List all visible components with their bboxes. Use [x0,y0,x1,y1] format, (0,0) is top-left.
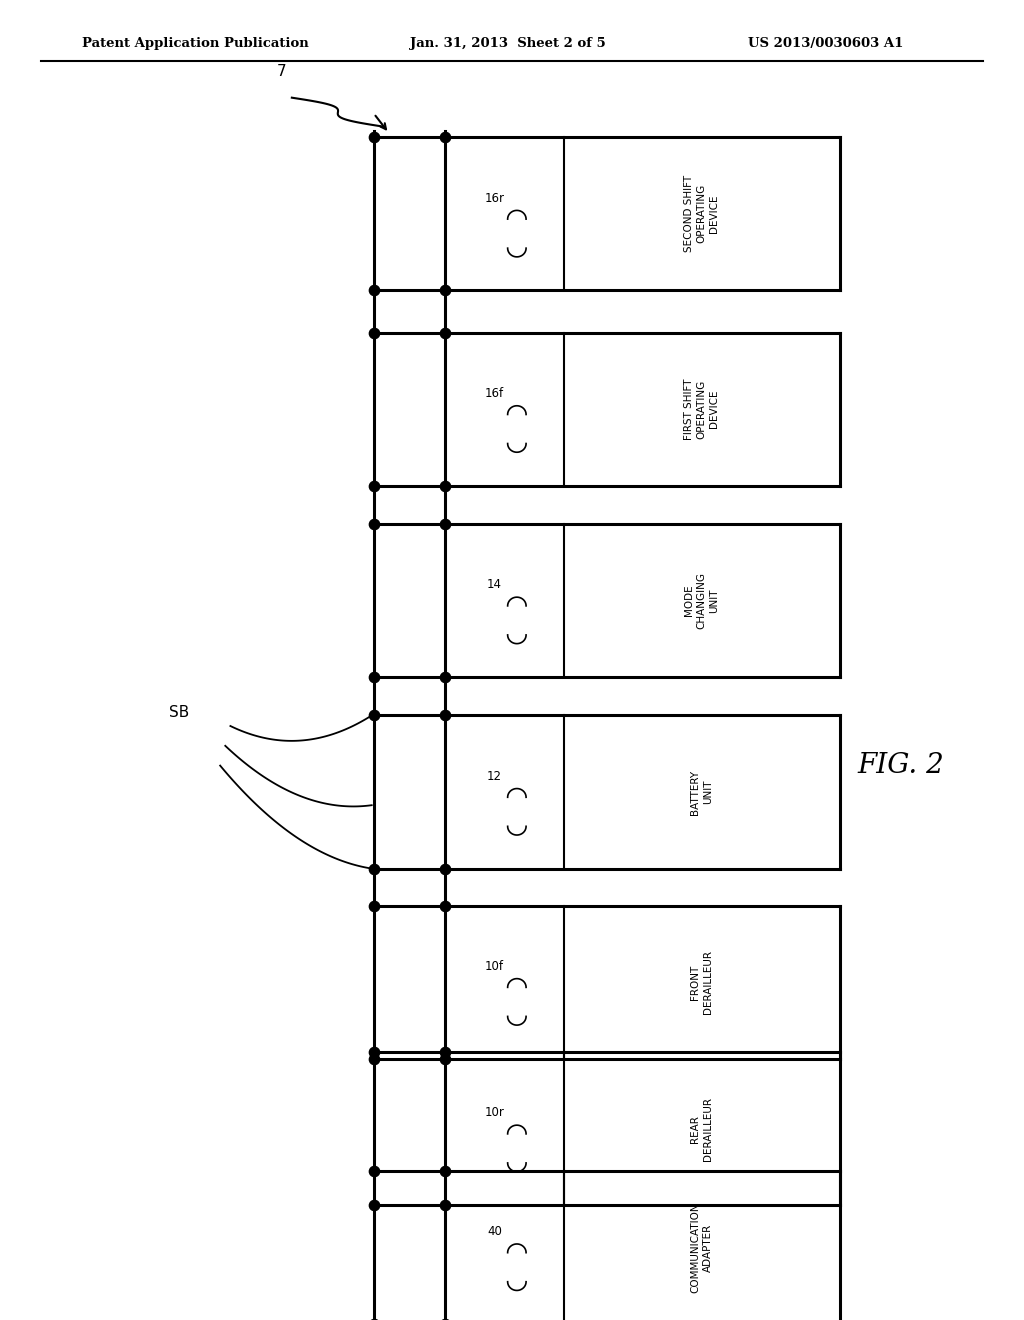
Text: 10r: 10r [484,1106,504,1119]
Point [366,858,382,879]
Point [366,280,382,301]
Text: SB: SB [169,705,189,721]
Text: 16f: 16f [484,387,504,400]
Point [437,895,454,916]
Point [437,1195,454,1216]
Point [366,513,382,535]
Text: MODE
CHANGING
UNIT: MODE CHANGING UNIT [684,572,719,630]
Point [366,1313,382,1320]
Text: 40: 40 [486,1225,502,1238]
Point [366,667,382,688]
Point [366,322,382,343]
Text: US 2013/0030603 A1: US 2013/0030603 A1 [748,37,903,50]
Point [437,280,454,301]
Text: 7: 7 [276,63,287,79]
Text: 12: 12 [486,770,502,783]
Point [366,895,382,916]
Point [437,513,454,535]
Text: Patent Application Publication: Patent Application Publication [82,37,308,50]
Point [366,475,382,496]
Point [437,1313,454,1320]
Text: COMMUNICATION
ADAPTER: COMMUNICATION ADAPTER [690,1203,713,1292]
Text: FRONT
DERAILLEUR: FRONT DERAILLEUR [690,950,713,1014]
Point [366,1195,382,1216]
Point [437,475,454,496]
Point [437,1048,454,1069]
Point [366,1160,382,1181]
Point [437,1160,454,1181]
Text: Jan. 31, 2013  Sheet 2 of 5: Jan. 31, 2013 Sheet 2 of 5 [410,37,605,50]
Point [366,1048,382,1069]
Point [366,127,382,148]
Point [437,127,454,148]
Point [437,322,454,343]
Point [437,1041,454,1063]
Text: BATTERY
UNIT: BATTERY UNIT [690,770,713,814]
Point [437,667,454,688]
Text: 14: 14 [486,578,502,591]
Text: 16r: 16r [484,191,505,205]
Text: REAR
DERAILLEUR: REAR DERAILLEUR [690,1097,713,1160]
Text: 10f: 10f [484,960,504,973]
Point [437,858,454,879]
Text: FIRST SHIFT
OPERATING
DEVICE: FIRST SHIFT OPERATING DEVICE [684,379,719,440]
Point [366,705,382,726]
Text: FIG. 2: FIG. 2 [858,752,944,779]
Text: SECOND SHIFT
OPERATING
DEVICE: SECOND SHIFT OPERATING DEVICE [684,176,719,252]
Point [366,1041,382,1063]
Point [437,705,454,726]
